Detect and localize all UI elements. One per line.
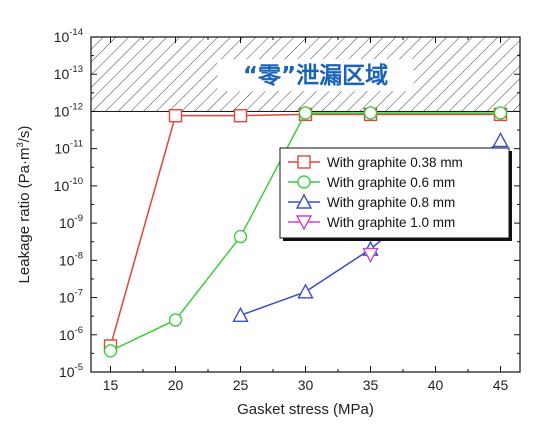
y-tick-exponent: -9 — [75, 213, 83, 224]
y-tick-label: 10-6 — [59, 325, 83, 343]
y-axis-title: Leakage ratio (Pa·m3/s) — [15, 126, 33, 284]
y-tick-exponent: -11 — [70, 139, 83, 150]
x-tick-label: 40 — [428, 377, 444, 393]
data-point-series-2 — [493, 106, 508, 120]
y-tick-exponent: -10 — [69, 176, 83, 187]
data-point-series-3 — [232, 306, 249, 323]
legend-label-4: With graphite 1.0 mm — [327, 215, 455, 230]
y-tick-exponent: -12 — [69, 101, 83, 112]
x-tick-label: 35 — [363, 377, 379, 393]
data-point-series-4 — [362, 247, 379, 264]
y-tick-label: 10-11 — [54, 139, 83, 157]
legend-label-1: With graphite 0.38 mm — [327, 155, 463, 170]
legend-label-2: With graphite 0.6 mm — [327, 175, 455, 190]
data-point-series-2 — [363, 106, 378, 120]
data-point-series-2 — [233, 229, 248, 244]
legend — [279, 147, 510, 239]
y-tick-label: 10-14 — [54, 27, 83, 45]
x-tick-label: 45 — [493, 377, 509, 393]
y-tick-base: 10 — [54, 141, 70, 157]
y-tick-label: 10-8 — [59, 250, 83, 268]
y-tick-label: 10-12 — [54, 101, 83, 119]
series-line-2 — [110, 112, 501, 352]
y-tick-labels: 10-510-610-710-810-910-1010-1110-1210-13… — [54, 27, 83, 380]
y-tick-base: 10 — [54, 66, 70, 82]
y-tick-base: 10 — [54, 29, 70, 45]
y-tick-exponent: -8 — [75, 250, 83, 261]
y-tick-exponent: -5 — [75, 362, 83, 373]
legend-marker-4 — [295, 215, 313, 231]
y-tick-base: 10 — [54, 103, 70, 119]
series-line-1 — [109, 113, 501, 347]
y-tick-exponent: -7 — [75, 288, 83, 299]
x-axis-title: Gasket stress (MPa) — [237, 401, 374, 418]
y-tick-base: 10 — [59, 364, 75, 380]
y-tick-base: 10 — [59, 215, 75, 231]
y-tick-base: 10 — [54, 178, 70, 194]
data-point-series-1 — [233, 108, 248, 123]
data-point-series-2 — [103, 344, 118, 358]
legend-marker-1 — [297, 155, 311, 169]
y-tick-base: 10 — [59, 252, 75, 268]
y-tick-label: 10-7 — [59, 288, 83, 306]
y-tick-label: 10-5 — [59, 362, 83, 380]
tick-marks — [91, 36, 520, 373]
y-tick-exponent: -6 — [75, 325, 83, 336]
y-axis-title-superscript: 3 — [15, 142, 26, 147]
data-point-series-2 — [298, 106, 313, 120]
data-point-series-1 — [168, 108, 183, 123]
y-tick-base: 10 — [59, 290, 75, 306]
data-point-series-3 — [297, 283, 314, 299]
data-point-series-3 — [492, 131, 509, 148]
y-tick-base: 10 — [59, 327, 75, 343]
zero-leak-zone-label-background — [217, 59, 414, 92]
y-axis-title-main: Leakage ratio (Pa·m — [16, 148, 33, 284]
x-tick-label: 30 — [298, 377, 314, 393]
legend-entries: With graphite 0.38 mm With graphite 0.6 m… — [288, 155, 463, 231]
y-tick-label: 10-10 — [54, 176, 83, 194]
x-tick-label: 25 — [233, 377, 249, 393]
y-tick-label: 10-9 — [59, 213, 83, 231]
x-tick-label: 15 — [103, 377, 119, 393]
legend-label-3: With graphite 0.8 mm — [327, 195, 455, 210]
x-tick-label: 20 — [168, 377, 184, 393]
series-lines — [103, 106, 509, 358]
y-tick-label: 10-13 — [54, 64, 83, 82]
legend-marker-2 — [297, 175, 311, 189]
zero-leak-zone-label: “零”泄漏区域 — [243, 62, 388, 89]
y-tick-exponent: -14 — [69, 27, 83, 38]
legend-marker-3 — [295, 193, 313, 209]
y-axis-title-unit-tail: /s) — [16, 126, 33, 143]
data-point-series-2 — [168, 313, 183, 327]
x-tick-labels: 15 20 25 30 35 40 45 — [103, 377, 509, 393]
y-tick-exponent: -13 — [69, 64, 83, 75]
